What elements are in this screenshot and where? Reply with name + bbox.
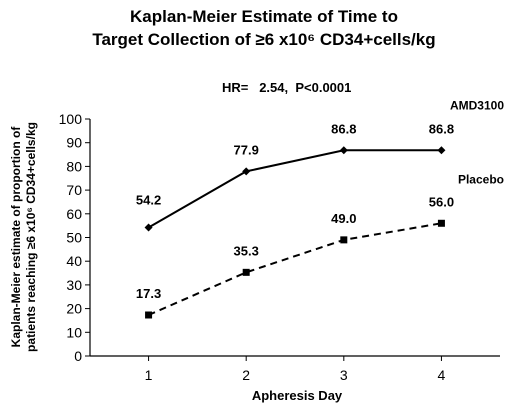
data-point-placebo bbox=[242, 268, 250, 276]
series-placebo: 17.3 35.3 49.0 56.0 Placebo bbox=[136, 172, 504, 319]
y-tick-label: 10 bbox=[66, 324, 82, 340]
axes: 0 10 20 30 40 50 60 70 80 90 100 1 2 3 4 bbox=[59, 111, 500, 383]
data-label-amd3100: 86.8 bbox=[331, 121, 356, 136]
data-point-amd3100 bbox=[339, 146, 348, 155]
series-line-placebo bbox=[148, 222, 442, 316]
y-axis-label: Kaplan-Meier estimate of proportion of p… bbox=[9, 122, 38, 352]
data-point-amd3100 bbox=[437, 146, 446, 155]
chart-title: Kaplan-Meier Estimate of Time to Target … bbox=[92, 7, 435, 49]
data-point-amd3100 bbox=[242, 167, 251, 176]
x-tick-label: 2 bbox=[242, 367, 250, 383]
data-label-placebo: 56.0 bbox=[429, 194, 454, 209]
series-amd3100: 54.2 77.9 86.8 86.8 AMD3100 bbox=[136, 98, 504, 232]
data-point-placebo bbox=[340, 236, 348, 244]
x-tick-label: 3 bbox=[340, 367, 348, 383]
hazard-ratio-annotation: HR= 2.54, P<0.0001 bbox=[222, 80, 351, 95]
series-name-placebo: Placebo bbox=[458, 172, 504, 186]
data-label-placebo: 17.3 bbox=[136, 286, 161, 301]
y-axis-label-line-2: patients reaching ≥6 x10⁶ CD34+cells/kg bbox=[24, 122, 38, 352]
data-point-placebo bbox=[437, 219, 445, 227]
y-tick-label: 90 bbox=[66, 135, 82, 151]
data-label-amd3100: 54.2 bbox=[136, 193, 161, 208]
x-tick-label: 1 bbox=[145, 367, 153, 383]
y-axis-label-line-1: Kaplan-Meier estimate of proportion of bbox=[9, 126, 23, 348]
chart-title-line-1: Kaplan-Meier Estimate of Time to bbox=[130, 7, 398, 26]
y-tick-label: 60 bbox=[66, 206, 82, 222]
y-tick-label: 50 bbox=[66, 230, 82, 246]
y-tick-label: 0 bbox=[74, 348, 82, 364]
data-label-amd3100: 86.8 bbox=[429, 121, 454, 136]
y-tick-label: 100 bbox=[59, 111, 83, 127]
y-tick-label: 70 bbox=[66, 182, 82, 198]
y-tick-label: 20 bbox=[66, 301, 82, 317]
series-layer: 54.2 77.9 86.8 86.8 AMD3100 17.3 35.3 49.0 56.0 P… bbox=[136, 98, 504, 319]
data-label-placebo: 35.3 bbox=[234, 243, 259, 258]
x-tick-label: 4 bbox=[438, 367, 446, 383]
data-label-amd3100: 77.9 bbox=[234, 142, 259, 157]
x-axis-label: Apheresis Day bbox=[252, 388, 343, 403]
data-point-amd3100 bbox=[144, 223, 153, 232]
data-point-placebo bbox=[145, 311, 153, 319]
y-tick-label: 80 bbox=[66, 158, 82, 174]
y-tick-label: 40 bbox=[66, 253, 82, 269]
data-label-placebo: 49.0 bbox=[331, 211, 356, 226]
series-name-amd3100: AMD3100 bbox=[450, 98, 504, 112]
y-tick-label: 30 bbox=[66, 277, 82, 293]
chart-title-line-2: Target Collection of ≥6 x10⁶ CD34+cells/… bbox=[92, 30, 435, 49]
series-line-amd3100 bbox=[148, 149, 442, 229]
